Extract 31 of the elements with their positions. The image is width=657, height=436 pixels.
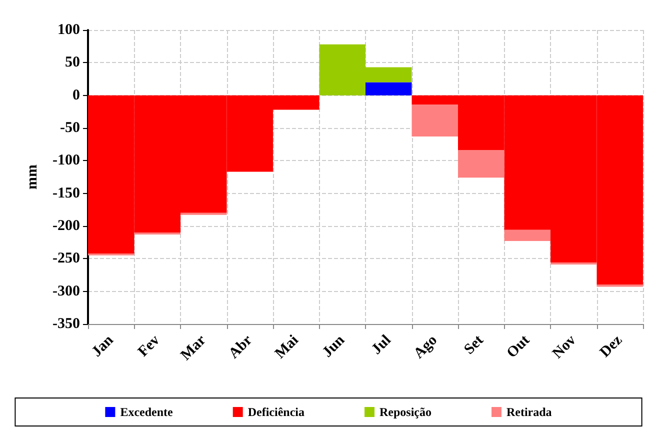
y-tick-label: -350: [52, 316, 80, 332]
x-tick-label: Jan: [88, 332, 118, 360]
bar: [504, 230, 550, 242]
legend-label: Retirada: [506, 405, 552, 419]
x-tick-label: Nov: [550, 332, 580, 362]
y-tick-label: -150: [52, 185, 80, 202]
y-tick-label: 50: [65, 54, 80, 71]
bar: [412, 104, 458, 136]
x-tick-label: Set: [461, 332, 487, 358]
x-tick-label: Mai: [272, 332, 302, 362]
y-tick-label: -300: [52, 283, 80, 300]
x-tick-label: Ago: [410, 332, 441, 362]
legend-label: Excedente: [120, 405, 174, 419]
y-tick-label: -200: [52, 218, 80, 234]
bar: [458, 150, 504, 178]
y-tick-label: 100: [58, 22, 80, 38]
legend-label: Deficiência: [248, 405, 304, 419]
x-tick-label: Jun: [320, 332, 348, 361]
x-tick-label: Abr: [226, 332, 256, 362]
y-axis-title: mm: [24, 164, 40, 190]
bar: [366, 82, 412, 96]
x-tick-label: Jul: [368, 332, 394, 358]
y-tick-label: -250: [52, 250, 80, 267]
x-tick-label: Out: [504, 332, 534, 362]
y-tick-label: -50: [60, 120, 80, 136]
y-tick-label: 0: [72, 87, 80, 104]
x-tick-label: Mar: [178, 332, 210, 364]
x-tick-label: Fev: [135, 332, 164, 360]
x-tick-label: Dez: [597, 332, 626, 361]
legend-label: Reposição: [379, 405, 432, 419]
y-tick-label: -100: [52, 152, 80, 169]
